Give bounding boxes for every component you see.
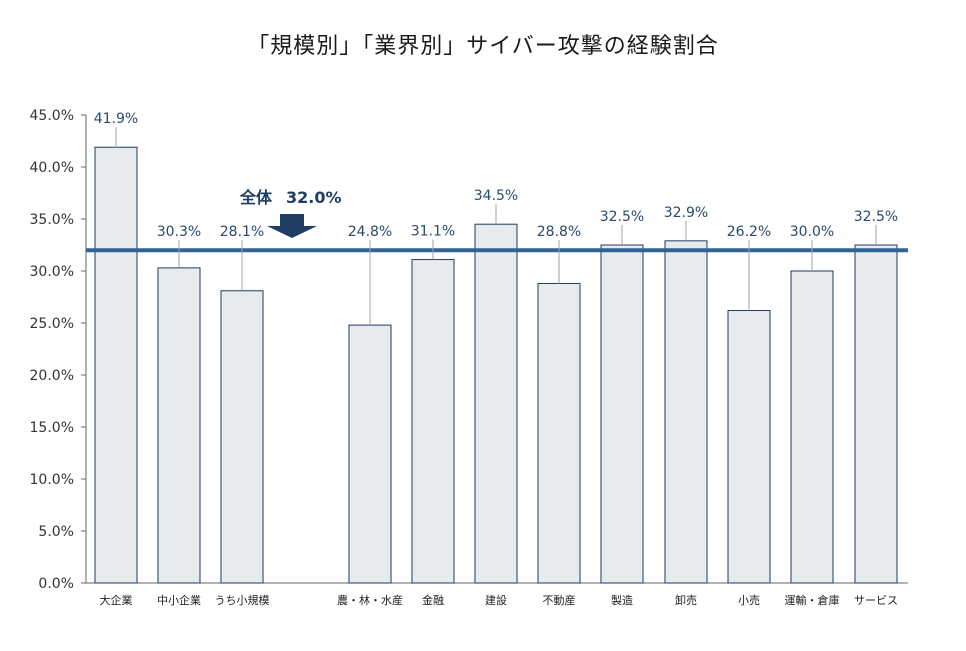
- bar: [600, 244, 644, 584]
- category-label: 大企業: [100, 593, 133, 607]
- y-tick-label: 25.0%: [30, 316, 74, 332]
- y-tick-label: 45.0%: [30, 108, 74, 124]
- y-tick-label: 0.0%: [38, 576, 74, 592]
- data-label: 24.8%: [348, 224, 392, 240]
- bar: [664, 240, 708, 584]
- data-label: 28.8%: [537, 224, 581, 240]
- category-label: 建設: [485, 593, 507, 607]
- bar: [411, 259, 455, 584]
- category-label: うち小規模: [215, 593, 270, 607]
- data-label: 31.1%: [411, 224, 455, 240]
- y-tick-label: 40.0%: [30, 160, 74, 176]
- y-tick-label: 5.0%: [38, 524, 74, 540]
- bar: [348, 324, 392, 584]
- bar: [727, 310, 771, 584]
- category-label: 農・林・水産: [337, 593, 403, 607]
- data-label: 32.9%: [664, 205, 708, 221]
- data-label: 34.5%: [474, 188, 518, 204]
- data-label: 28.1%: [220, 224, 264, 240]
- y-tick-label: 30.0%: [30, 264, 74, 280]
- overall-label: 全体: [239, 188, 273, 207]
- data-label: 32.5%: [854, 209, 898, 225]
- bar: [790, 270, 834, 584]
- down-arrow-icon: [267, 214, 317, 238]
- category-label: サービス: [854, 594, 898, 607]
- bar: [854, 244, 898, 584]
- category-label: 不動産: [543, 593, 576, 607]
- overall-value: 32.0%: [286, 188, 342, 207]
- y-tick-label: 10.0%: [30, 472, 74, 488]
- data-label: 32.5%: [600, 209, 644, 225]
- y-tick-label: 20.0%: [30, 368, 74, 384]
- data-label: 26.2%: [727, 224, 771, 240]
- category-label: 運輸・倉庫: [785, 593, 840, 607]
- chart-title: 「規模別」「業界別」サイバー攻撃の経験割合: [247, 34, 719, 59]
- bar: [474, 223, 518, 584]
- category-label: 小売: [738, 594, 760, 607]
- category-label: 中小企業: [157, 593, 201, 607]
- y-tick-label: 35.0%: [30, 212, 74, 228]
- category-label: 製造: [611, 593, 633, 607]
- data-label: 30.0%: [790, 224, 834, 240]
- bar: [537, 282, 581, 584]
- data-label: 30.3%: [157, 224, 201, 240]
- category-label: 金融: [422, 593, 444, 607]
- bar: [94, 146, 138, 584]
- bar: [157, 267, 201, 584]
- bar: [220, 290, 264, 584]
- y-tick-label: 15.0%: [30, 420, 74, 436]
- category-label: 卸売: [675, 593, 697, 607]
- data-label: 41.9%: [94, 111, 138, 127]
